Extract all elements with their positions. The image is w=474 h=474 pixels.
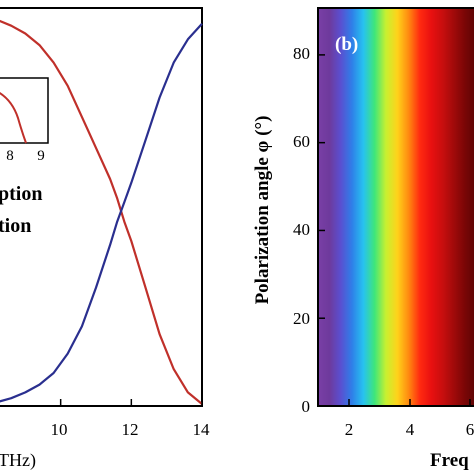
right-y-tick-label-2: 40: [293, 220, 310, 239]
left-curves: [0, 19, 203, 405]
right-x-tick-label-2: 6: [466, 420, 474, 439]
left-x-tick-label-2: 14: [193, 420, 211, 439]
inset-x-tick-label-1: 9: [37, 148, 45, 164]
panel-label-b: (b): [335, 34, 358, 55]
right-y-axis-label: Polarization angle φ (°): [252, 116, 273, 305]
legend-entry-0: ption: [0, 183, 42, 205]
right-x-tick-label-1: 4: [406, 420, 415, 439]
left-x-tick-label-0: 10: [51, 420, 68, 439]
left-panel: 10 12 14 THz) 8 9 ption tion: [0, 7, 211, 471]
right-y-tick-label-1: 20: [293, 309, 310, 328]
right-plot-frame: [317, 7, 474, 407]
left-plot-frame: [0, 7, 203, 407]
right-x-axis-label: Freq: [430, 450, 469, 471]
legend-entry-1: tion: [0, 215, 31, 237]
inset-frame: [0, 77, 49, 144]
right-panel: 0 20 40 60 80 2 4 6 Freq Polarization an…: [252, 7, 474, 471]
right-y-tick-label-3: 60: [293, 132, 310, 151]
right-y-tick-label-4: 80: [293, 44, 310, 63]
heatmap-bands: [318, 8, 474, 406]
right-y-tick-label-0: 0: [302, 397, 311, 416]
left-x-axis-label: THz): [0, 450, 36, 471]
inset-red-curve: [0, 92, 27, 144]
inset-x-tick-label-0: 8: [6, 148, 14, 164]
transmission-curve-blue: [0, 23, 203, 403]
absorption-curve-red: [0, 19, 203, 405]
right-ticks: [318, 54, 471, 407]
right-x-tick-label-0: 2: [345, 420, 354, 439]
left-x-ticks: [59, 399, 203, 406]
left-x-tick-label-1: 12: [122, 420, 139, 439]
heatmap-fill: [318, 8, 474, 406]
